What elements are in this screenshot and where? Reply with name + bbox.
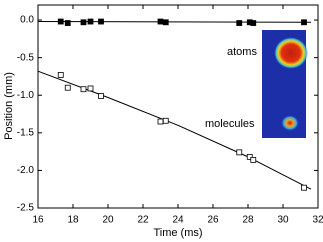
y-tick-label: -1.0 (17, 90, 35, 101)
data-point (98, 93, 104, 99)
x-tick-label: 22 (137, 215, 149, 226)
data-point (157, 18, 164, 25)
molecule-cloud (281, 115, 299, 131)
x-tick-label: 20 (102, 215, 114, 226)
x-tick-label: 32 (312, 215, 323, 226)
data-point (301, 184, 307, 191)
data-point (87, 85, 94, 92)
y-axis-label: Position (mm) (3, 72, 15, 140)
x-tick-label: 18 (67, 215, 79, 226)
fit-line (37, 21, 312, 23)
data-point (80, 86, 87, 93)
x-tick-label: 24 (172, 215, 184, 226)
data-point (246, 153, 253, 160)
annotation: atoms (227, 46, 257, 58)
data-point (250, 156, 257, 163)
y-tick-label: -1.5 (17, 127, 35, 138)
y-tick-label: -2.0 (17, 165, 35, 176)
x-tick-label: 16 (32, 215, 44, 226)
data-point (236, 149, 243, 156)
atom-cloud (274, 37, 308, 69)
data-point (80, 19, 87, 26)
data-point (64, 20, 71, 26)
data-point (250, 20, 257, 26)
data-point (157, 118, 164, 125)
data-point (162, 19, 169, 26)
data-point (236, 20, 243, 26)
data-point (57, 18, 64, 25)
annotation: molecules (205, 118, 255, 130)
x-tick-label: 30 (277, 215, 289, 226)
y-tick-label: 0.0 (20, 15, 34, 26)
data-point (57, 72, 64, 78)
data-point (98, 18, 104, 25)
data-point (64, 84, 71, 91)
x-tick-label: 26 (207, 215, 219, 226)
inset-image (262, 30, 308, 138)
y-tick-label: -2.5 (17, 203, 35, 214)
data-point (87, 18, 94, 25)
x-axis-label: Time (ms) (153, 227, 202, 239)
y-tick-label: -0.5 (17, 52, 35, 63)
data-point (162, 117, 169, 124)
x-tick-label: 28 (242, 215, 254, 226)
data-point (301, 19, 307, 26)
